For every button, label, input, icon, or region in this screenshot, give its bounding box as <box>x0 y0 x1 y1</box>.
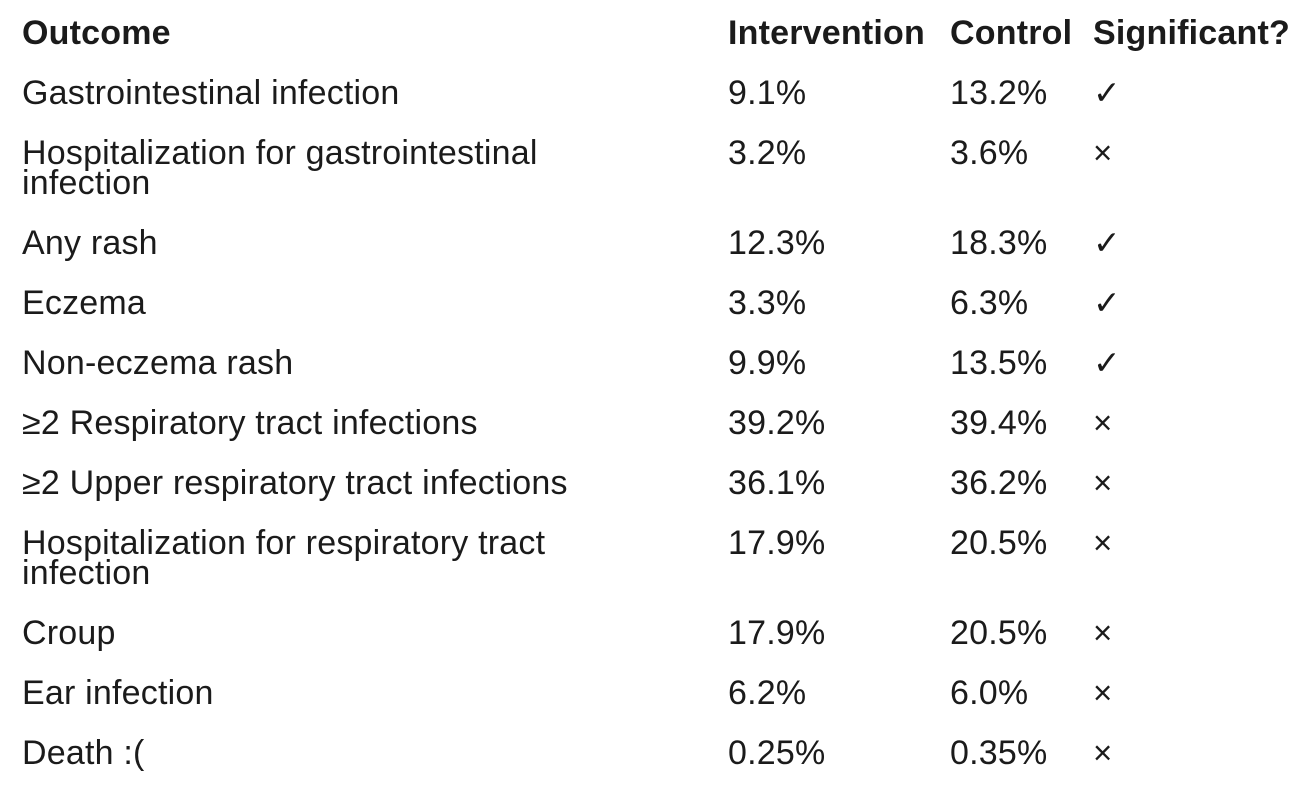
control-value: 20.5% <box>950 614 1048 652</box>
outcome-label: Non-eczema rash <box>22 344 294 382</box>
intervention-value: 3.2% <box>728 134 807 172</box>
intervention-value: 39.2% <box>728 404 826 442</box>
column-header-control: Control <box>950 14 1073 52</box>
outcome-label: Gastrointestinal infection <box>22 74 400 112</box>
control-value: 6.0% <box>950 674 1029 712</box>
outcome-label: ≥2 Respiratory tract infections <box>22 404 478 442</box>
control-value: 18.3% <box>950 224 1048 262</box>
control-value: 0.35% <box>950 734 1048 772</box>
cross-icon: × <box>1093 404 1113 441</box>
intervention-value: 9.9% <box>728 344 807 382</box>
control-value: 6.3% <box>950 284 1029 322</box>
outcome-label: Croup <box>22 614 116 652</box>
outcome-label: Any rash <box>22 224 158 262</box>
intervention-value: 17.9% <box>728 614 826 652</box>
control-value: 20.5% <box>950 524 1048 562</box>
check-icon: ✓ <box>1093 344 1121 381</box>
intervention-value: 3.3% <box>728 284 807 322</box>
outcome-label: ≥2 Upper respiratory tract infections <box>22 464 568 502</box>
outcomes-table: Outcome Intervention Control Significant… <box>22 14 1290 772</box>
column-header-significant: Significant? <box>1093 14 1290 52</box>
cross-icon: × <box>1093 524 1113 561</box>
cross-icon: × <box>1093 614 1113 651</box>
outcome-label: Eczema <box>22 284 147 322</box>
check-icon: ✓ <box>1093 224 1121 261</box>
control-value: 3.6% <box>950 134 1029 172</box>
intervention-value: 9.1% <box>728 74 807 112</box>
control-value: 13.5% <box>950 344 1048 382</box>
control-value: 39.4% <box>950 404 1048 442</box>
intervention-value: 36.1% <box>728 464 826 502</box>
intervention-value: 12.3% <box>728 224 826 262</box>
outcome-label: Ear infection <box>22 674 214 712</box>
check-icon: ✓ <box>1093 74 1121 111</box>
intervention-value: 6.2% <box>728 674 807 712</box>
check-icon: ✓ <box>1093 284 1121 321</box>
outcome-label: Death :( <box>22 734 145 772</box>
cross-icon: × <box>1093 734 1113 771</box>
outcome-label: Hospitalization for gastrointestinal inf… <box>22 134 538 202</box>
control-value: 13.2% <box>950 74 1048 112</box>
intervention-value: 17.9% <box>728 524 826 562</box>
cross-icon: × <box>1093 134 1113 171</box>
column-header-intervention: Intervention <box>728 14 925 52</box>
control-value: 36.2% <box>950 464 1048 502</box>
outcome-label: Hospitalization for respiratory tract in… <box>22 524 546 592</box>
cross-icon: × <box>1093 464 1113 501</box>
cross-icon: × <box>1093 674 1113 711</box>
column-header-outcome: Outcome <box>22 14 171 52</box>
intervention-value: 0.25% <box>728 734 826 772</box>
